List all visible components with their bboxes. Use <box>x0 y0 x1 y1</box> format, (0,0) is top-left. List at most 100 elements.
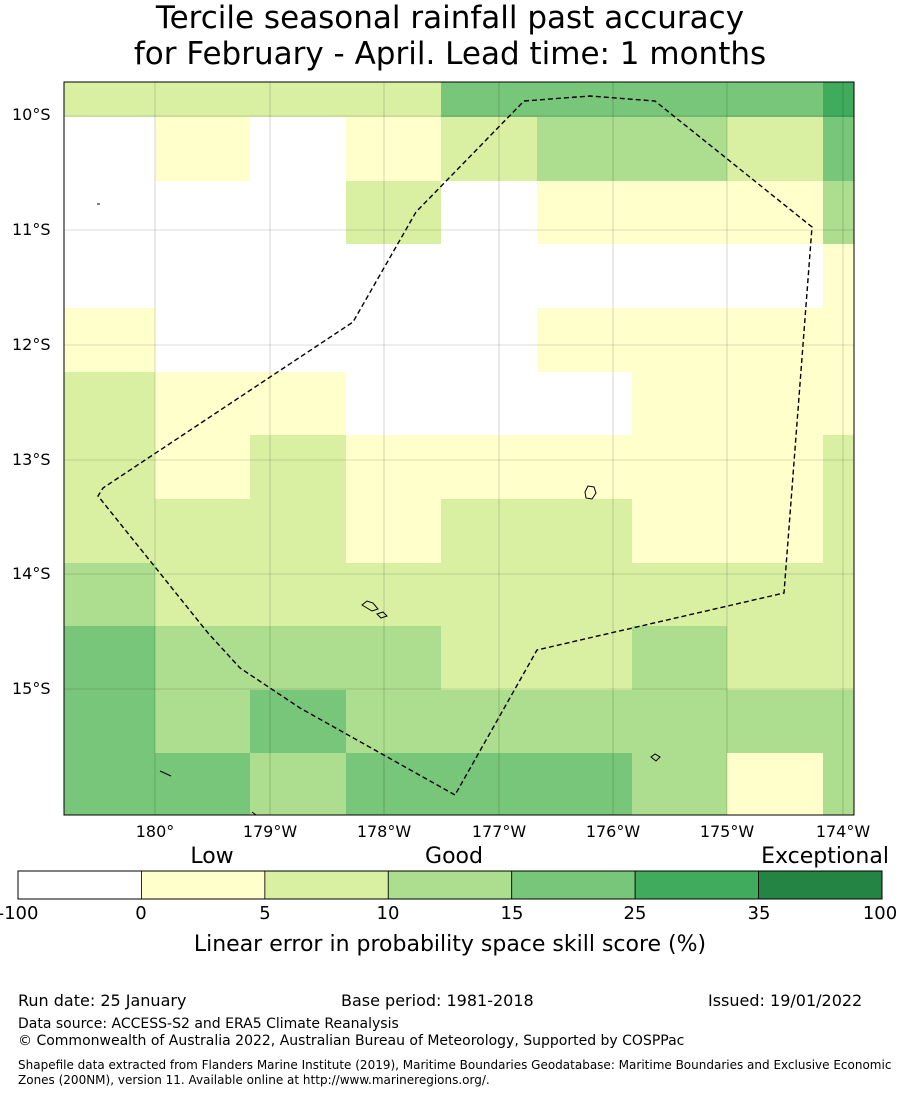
skill-cell <box>838 82 855 118</box>
skill-cell <box>155 753 251 816</box>
skill-cell <box>250 753 347 816</box>
data-source: Data source: ACCESS-S2 and ERA5 Climate … <box>18 1016 399 1032</box>
skill-cell <box>155 626 251 691</box>
skill-cell <box>346 82 442 118</box>
skill-cell <box>823 563 839 627</box>
skill-cell <box>632 690 728 754</box>
skill-cell <box>537 181 633 245</box>
issued-date: Issued: 19/01/2022 <box>708 991 863 1010</box>
skill-cell <box>441 499 538 564</box>
lon-label-180: 180° <box>135 822 175 841</box>
skill-cell <box>632 82 728 118</box>
island-coastline <box>650 753 661 762</box>
skill-cell <box>250 244 347 309</box>
skill-cell <box>838 626 855 691</box>
colorbar-tick: 0 <box>135 903 147 924</box>
skill-cell <box>537 82 633 118</box>
skill-cell <box>823 690 839 754</box>
skill-cell <box>823 372 839 436</box>
skill-cell <box>632 181 728 245</box>
colorbar-title: Linear error in probability space skill … <box>193 932 707 957</box>
skill-cell <box>250 563 347 627</box>
skill-cell <box>346 308 442 373</box>
skill-cell <box>155 181 251 245</box>
base-period: Base period: 1981-2018 <box>341 991 534 1010</box>
skill-cell <box>441 117 538 182</box>
skill-cell <box>155 117 251 182</box>
skill-cell <box>537 372 633 436</box>
skill-cell <box>250 626 347 691</box>
lat-label-11s: 11°S <box>12 220 51 239</box>
skill-cell <box>727 499 824 564</box>
skill-cell <box>632 435 728 500</box>
skill-cell <box>838 117 855 182</box>
skill-cell <box>346 372 442 436</box>
colorbar-frame <box>17 870 883 900</box>
skill-cell <box>727 435 824 500</box>
skill-cell <box>632 308 728 373</box>
skill-cell <box>537 690 633 754</box>
skill-cell <box>346 499 442 564</box>
skill-cell <box>838 753 855 816</box>
skill-cell <box>250 82 347 118</box>
colorbar-segment <box>141 870 266 900</box>
skill-cell <box>838 435 855 500</box>
skill-cell <box>632 372 728 436</box>
skill-cell <box>727 690 824 754</box>
run-date: Run date: 25 January <box>18 991 187 1010</box>
colorbar-tick: 35 <box>747 903 771 924</box>
skill-cell <box>441 244 538 309</box>
skill-cell <box>346 563 442 627</box>
skill-cell <box>838 372 855 436</box>
map-frame <box>63 81 855 816</box>
skill-cell <box>250 372 347 436</box>
island-coastline <box>361 600 379 612</box>
skill-cell <box>823 435 839 500</box>
skill-cell <box>823 308 839 373</box>
colorbar-tick: 25 <box>623 903 647 924</box>
colorbar-tick: 10 <box>376 903 400 924</box>
skill-cell <box>632 563 728 627</box>
colorbar-tick: 15 <box>500 903 524 924</box>
skill-cell <box>250 117 347 182</box>
lat-label-15s: 15°S <box>12 679 51 698</box>
skill-cell <box>727 244 824 309</box>
skill-cell <box>441 181 538 245</box>
skill-cell <box>250 499 347 564</box>
skill-cell <box>346 181 442 245</box>
shapefile-credit: Shapefile data extracted from Flanders M… <box>18 1058 892 1087</box>
skill-cell <box>537 117 633 182</box>
skill-cell <box>838 563 855 627</box>
legend-category-good: Good <box>425 844 483 869</box>
skill-cell <box>64 117 156 182</box>
skill-cell <box>64 244 156 309</box>
skill-cell <box>346 753 442 816</box>
skill-cell <box>537 563 633 627</box>
skill-cell <box>155 563 251 627</box>
colorbar-segment <box>758 870 883 900</box>
skill-cell <box>632 626 728 691</box>
skill-cell <box>441 753 538 816</box>
skill-cell <box>155 499 251 564</box>
skill-cell <box>250 181 347 245</box>
colorbar-tick: 5 <box>259 903 271 924</box>
legend-category-low: Low <box>190 844 234 869</box>
colorbar-segment <box>634 870 759 900</box>
skill-cell <box>838 308 855 373</box>
skill-cell <box>632 499 728 564</box>
skill-cell <box>823 117 839 182</box>
skill-cell <box>632 117 728 182</box>
lat-label-12s: 12°S <box>12 335 51 354</box>
colorbar <box>17 870 883 900</box>
colorbar-segment <box>17 870 142 900</box>
skill-cell <box>64 563 156 627</box>
skill-cell <box>537 499 633 564</box>
skill-cell <box>823 82 839 118</box>
skill-grid <box>64 82 855 816</box>
skill-cell <box>727 308 824 373</box>
skill-cell <box>632 244 728 309</box>
skill-cell <box>441 626 538 691</box>
island-coastline <box>584 485 597 500</box>
skill-cell <box>346 244 442 309</box>
skill-cell <box>64 499 156 564</box>
